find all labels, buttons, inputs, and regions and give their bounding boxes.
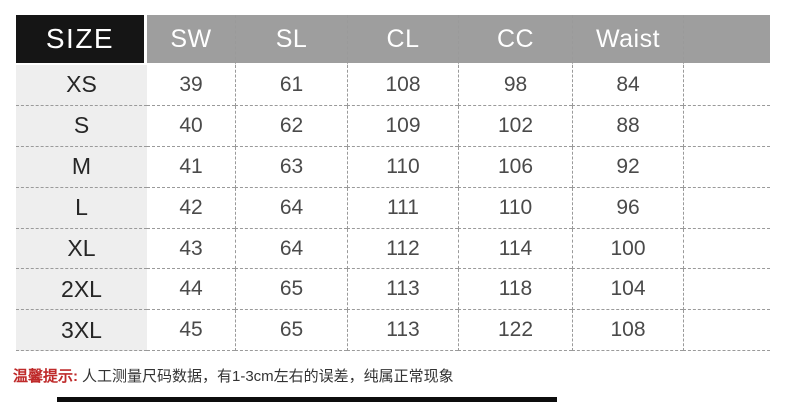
value-cell: 113 — [347, 269, 458, 311]
row-spacer-cell — [683, 105, 770, 147]
value-cell: 110 — [458, 187, 572, 229]
value-cell: 92 — [572, 146, 683, 188]
value-cell: 63 — [235, 146, 347, 188]
value-cell: 111 — [347, 187, 458, 229]
value-cell: 114 — [458, 228, 572, 270]
footer-note-label: 温馨提示: — [13, 368, 78, 385]
value-cell: 64 — [235, 187, 347, 229]
bottom-bar — [57, 397, 557, 402]
value-cell: 118 — [458, 269, 572, 311]
table-header-sw: SW — [147, 15, 235, 65]
table-header-size: SIZE — [16, 15, 147, 65]
value-cell: 108 — [347, 65, 458, 106]
value-cell: 109 — [347, 105, 458, 147]
table-header-cc: CC — [458, 15, 572, 65]
table-header-sl: SL — [235, 15, 347, 65]
value-cell: 98 — [458, 65, 572, 106]
value-cell: 96 — [572, 187, 683, 229]
value-cell: 108 — [572, 310, 683, 352]
value-cell: 45 — [147, 310, 235, 352]
size-cell: 2XL — [16, 269, 147, 311]
value-cell: 61 — [235, 65, 347, 106]
value-cell: 44 — [147, 269, 235, 311]
table-header-waist: Waist — [572, 15, 683, 65]
value-cell: 102 — [458, 105, 572, 147]
value-cell: 122 — [458, 310, 572, 352]
row-spacer-cell — [683, 228, 770, 270]
value-cell: 104 — [572, 269, 683, 311]
row-spacer-cell — [683, 187, 770, 229]
value-cell: 41 — [147, 146, 235, 188]
size-cell: M — [16, 146, 147, 188]
value-cell: 42 — [147, 187, 235, 229]
row-spacer-cell — [683, 65, 770, 106]
footer-note-text: 人工测量尺码数据，有1-3cm左右的误差，纯属正常现象 — [82, 368, 454, 385]
row-spacer-cell — [683, 310, 770, 352]
size-cell: S — [16, 105, 147, 147]
value-cell: 100 — [572, 228, 683, 270]
value-cell: 43 — [147, 228, 235, 270]
value-cell: 62 — [235, 105, 347, 147]
value-cell: 112 — [347, 228, 458, 270]
value-cell: 113 — [347, 310, 458, 352]
value-cell: 65 — [235, 310, 347, 352]
row-spacer-cell — [683, 146, 770, 188]
footer-note: 温馨提示: 人工测量尺码数据，有1-3cm左右的误差，纯属正常现象 — [13, 367, 454, 386]
value-cell: 64 — [235, 228, 347, 270]
value-cell: 106 — [458, 146, 572, 188]
size-table: SIZE SW SL CL CC Waist XS 39 61 108 98 84 S 40 6… — [16, 15, 770, 352]
size-cell: XS — [16, 65, 147, 106]
value-cell: 88 — [572, 105, 683, 147]
table-header-spacer — [683, 15, 770, 65]
size-cell: L — [16, 187, 147, 229]
row-spacer-cell — [683, 269, 770, 311]
size-cell: 3XL — [16, 310, 147, 352]
value-cell: 110 — [347, 146, 458, 188]
value-cell: 39 — [147, 65, 235, 106]
value-cell: 65 — [235, 269, 347, 311]
value-cell: 40 — [147, 105, 235, 147]
table-header-cl: CL — [347, 15, 458, 65]
value-cell: 84 — [572, 65, 683, 106]
size-cell: XL — [16, 228, 147, 270]
